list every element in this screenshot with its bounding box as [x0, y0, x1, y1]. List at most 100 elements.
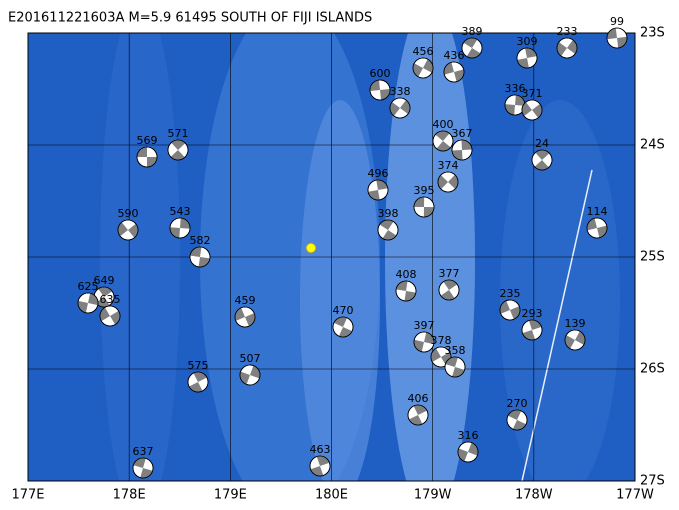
ball-quadrant — [118, 222, 128, 237]
depth-label: 338 — [390, 85, 411, 98]
ball-quadrant — [443, 280, 458, 290]
lon-label: 178E — [113, 488, 146, 503]
depth-label: 436 — [444, 49, 465, 62]
ball-edge — [413, 196, 435, 218]
beachball — [169, 217, 191, 239]
beachball — [506, 409, 528, 431]
beachball — [167, 139, 189, 161]
depth-label: 378 — [431, 334, 452, 347]
depth-label: 600 — [370, 67, 391, 80]
depth-label: 293 — [522, 307, 543, 320]
ball-quadrant — [382, 230, 397, 240]
ball-edge — [606, 27, 628, 49]
ball-edge — [169, 217, 191, 239]
ball-quadrant — [507, 410, 522, 420]
ball-quadrant — [338, 327, 353, 337]
ball-quadrant — [463, 38, 478, 48]
depth-label: 367 — [452, 127, 473, 140]
beachball — [389, 97, 411, 119]
beachball — [556, 37, 578, 59]
ball-quadrant — [512, 420, 527, 430]
depth-label: 470 — [333, 304, 354, 317]
beachball — [461, 37, 483, 59]
ball-quadrant — [452, 150, 463, 160]
depth-label: 270 — [507, 397, 528, 410]
lat-label: 27S — [640, 474, 665, 489]
title: E201611221603A M=5.9 61495 SOUTH OF FIJI… — [8, 11, 372, 26]
ball-quadrant — [147, 157, 157, 167]
beachball — [504, 94, 526, 116]
ball-quadrant — [597, 225, 607, 238]
depth-label: 456 — [413, 45, 434, 58]
lon-label: 177E — [11, 488, 44, 503]
depth-label: 649 — [94, 274, 115, 287]
ball-quadrant — [380, 88, 390, 100]
beachball — [99, 305, 121, 327]
beachball — [395, 280, 417, 302]
ball-quadrant — [414, 197, 425, 207]
ball-edge — [437, 171, 459, 193]
ball-edge — [132, 457, 154, 479]
ball-quadrant — [171, 140, 186, 150]
frame — [27, 32, 636, 482]
ball-edge — [499, 299, 521, 321]
beachball — [437, 171, 459, 193]
beachball — [499, 299, 521, 321]
ball-edge — [187, 371, 209, 393]
ball-edge — [444, 356, 466, 378]
depth-label: 637 — [133, 445, 154, 458]
depth-label: 233 — [557, 25, 578, 38]
beachball — [132, 457, 154, 479]
ball-edge — [413, 331, 435, 353]
ball-edge — [430, 346, 452, 368]
beachball — [377, 219, 399, 241]
depth-label: 400 — [433, 118, 454, 131]
depth-label: 463 — [310, 443, 331, 456]
ball-edge — [309, 455, 331, 477]
ball-quadrant — [137, 147, 147, 157]
beachball — [77, 292, 99, 314]
ball-quadrant — [423, 207, 434, 217]
ball-quadrant — [515, 95, 525, 106]
ball-quadrant — [370, 80, 380, 92]
depth-label: 114 — [587, 205, 608, 218]
ball-quadrant — [534, 160, 549, 170]
ball-edge — [586, 217, 608, 239]
beachball — [332, 316, 354, 338]
ball-quadrant — [396, 280, 408, 291]
ball-quadrant — [128, 223, 138, 238]
beachball — [117, 219, 139, 241]
depth-label: 139 — [565, 317, 586, 330]
ball-quadrant — [440, 290, 455, 300]
ball-quadrant — [557, 42, 567, 57]
beachball — [369, 79, 391, 101]
ball-edge — [451, 139, 473, 161]
ball-quadrant — [409, 415, 423, 425]
depth-label: 625 — [78, 280, 99, 293]
beachball — [187, 371, 209, 393]
ball-quadrant — [461, 140, 472, 150]
beachball — [531, 149, 553, 171]
lat-label: 26S — [640, 362, 665, 377]
ball-quadrant — [438, 175, 448, 190]
ball-quadrant — [389, 101, 400, 116]
ball-quadrant — [413, 405, 427, 415]
ball-quadrant — [95, 297, 110, 308]
lat-label: 23S — [640, 26, 665, 41]
lon-label: 179W — [414, 488, 452, 503]
ball-quadrant — [525, 47, 537, 58]
ball-quadrant — [565, 335, 575, 349]
depth-label: 99 — [610, 15, 624, 28]
beachball — [407, 404, 429, 426]
ball-quadrant — [436, 141, 451, 151]
ball-quadrant — [190, 247, 202, 257]
ball-edge — [395, 280, 417, 302]
ball-quadrant — [413, 339, 424, 352]
depth-label: 358 — [445, 344, 466, 357]
ball-quadrant — [193, 372, 207, 382]
ball-quadrant — [333, 316, 348, 327]
ball-quadrant — [170, 150, 185, 160]
ball-quadrant — [517, 58, 529, 68]
beachball — [586, 217, 608, 239]
depth-label: 496 — [368, 167, 389, 180]
